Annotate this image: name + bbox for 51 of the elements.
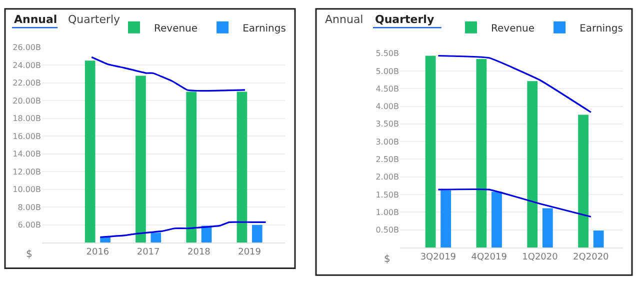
y-tick-label: 4.00B [376,102,399,112]
y-tick-label: 18.00B [12,114,41,124]
y-tick-label: 4.50B [376,84,399,94]
x-tick-label: 4Q2019 [471,252,508,262]
y-tick-label: 5.00B [376,66,399,76]
legend-label: Earnings [580,23,623,34]
y-tick-label: 1.00B [376,208,399,217]
line-series [437,54,592,114]
y-tick-label: 20.00B [12,96,41,106]
y-tick-label: 26.00B [12,43,41,52]
bar [476,58,487,248]
y-tick-label: 3.00B [376,137,399,146]
bar [527,81,538,248]
x-tick-label: 2018 [187,247,211,258]
legend-label: Revenue [491,23,535,34]
bar [440,190,452,248]
line-series [99,221,267,238]
line-series [90,56,246,92]
y-tick-label: 2.50B [376,155,399,164]
y-tick-label: 22.00B [12,78,41,88]
bar [492,192,502,248]
text: Quarterly [375,13,434,26]
text: $ [384,254,390,265]
bar [542,208,553,248]
y-tick-label: 6.00B [18,220,41,230]
y-tick-label: 3.50B [376,120,399,129]
y-tick-label: 14.00B [12,150,41,159]
y-tick-label: 5.50B [376,49,399,58]
x-tick-label: 2Q2020 [573,252,610,262]
y-tick-label: 8.00B [18,202,41,212]
x-tick-label: 2016 [86,247,110,258]
y-tick-label: 0.50B [376,226,399,235]
y-tick-label: 10.00B [12,185,41,194]
legend-label: Revenue [154,23,198,34]
text: $ [26,249,32,260]
legend-label: Earnings [242,23,286,34]
bar [593,230,604,248]
text: Quarterly [68,13,121,26]
x-tick-label: 1Q2020 [522,252,558,262]
y-tick-label: 12.00B [12,167,41,176]
text: Annual [14,13,58,26]
x-tick-label: 2017 [136,247,160,258]
y-tick-label: 16.00B [12,132,41,141]
x-tick-label: 3Q2019 [420,252,456,262]
y-tick-label: 24.00B [12,60,41,70]
bar [578,114,588,248]
x-tick-label: 2019 [238,247,262,258]
bar [425,56,436,248]
text: Annual [325,13,364,26]
y-tick-label: 1.50B [376,190,399,200]
y-tick-label: 2.00B [376,172,399,182]
